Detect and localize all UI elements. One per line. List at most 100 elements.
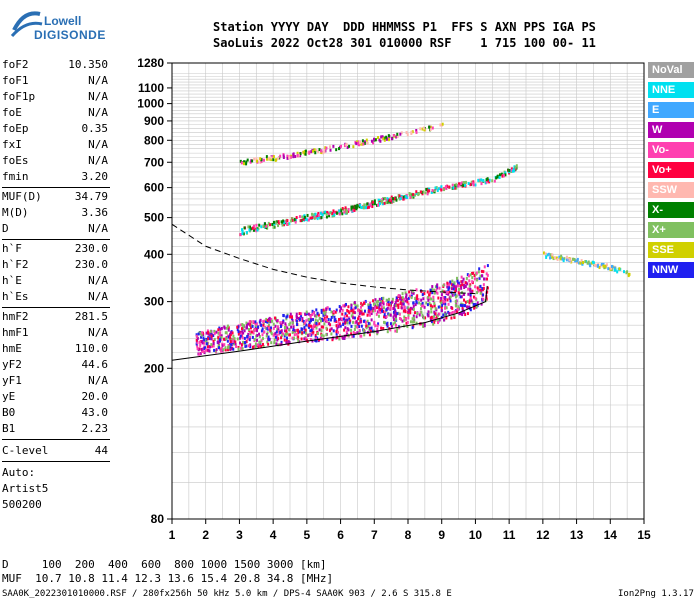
echo-point <box>336 335 339 339</box>
echo-point <box>225 326 228 330</box>
y-tick-label: 1000 <box>137 97 164 111</box>
x-tick-label: 9 <box>438 528 445 542</box>
echo-point <box>266 331 269 335</box>
param-row: hmF1 N/A <box>2 326 108 340</box>
echo-point <box>246 158 249 162</box>
echo-point <box>334 310 337 314</box>
echo-point <box>394 304 397 308</box>
echo-point <box>402 297 405 301</box>
echo-point <box>485 272 488 276</box>
echo-point <box>552 257 555 261</box>
echo-point <box>430 297 433 301</box>
echo-point <box>293 333 296 337</box>
echo-point <box>229 331 232 335</box>
echo-point <box>433 291 436 295</box>
echo-point <box>297 335 300 339</box>
echo-point <box>415 299 418 303</box>
x-tick-label: 8 <box>405 528 412 542</box>
echo-point <box>266 320 269 324</box>
echo-point <box>356 203 359 207</box>
echo-point <box>317 150 320 154</box>
echo-point <box>320 149 323 153</box>
echo-point <box>217 341 220 345</box>
header-labels: Station YYYY DAY DDD HHMMSS P1 FFS S AXN… <box>213 20 596 34</box>
param-row: h`E N/A <box>2 274 108 288</box>
param-value: N/A <box>88 154 108 167</box>
echo-point <box>444 302 447 306</box>
echo-point <box>207 348 210 352</box>
echo-point <box>473 277 476 281</box>
echo-point <box>201 331 204 335</box>
echo-point <box>315 339 318 343</box>
echo-point <box>285 339 288 343</box>
echo-point <box>358 140 361 144</box>
echo-point <box>429 291 432 295</box>
echo-point <box>260 159 263 163</box>
x-tick-label: 10 <box>469 528 483 542</box>
echo-point <box>353 301 356 305</box>
echo-point <box>256 334 259 338</box>
echo-point <box>353 316 356 320</box>
echo-point <box>316 217 319 221</box>
echo-point <box>376 203 379 207</box>
echo-point <box>210 343 213 347</box>
echo-point <box>485 178 488 182</box>
echo-point <box>428 125 431 129</box>
param-value: 20.0 <box>81 390 109 403</box>
echo-point <box>322 334 325 338</box>
echo-point <box>431 126 434 130</box>
param-label: C-level <box>2 444 49 457</box>
echo-point <box>477 289 480 293</box>
echo-point <box>346 309 349 313</box>
echo-point <box>464 313 467 317</box>
echo-point <box>328 214 331 218</box>
echo-point <box>273 222 276 226</box>
echo-point <box>321 213 324 217</box>
echo-point <box>222 337 225 341</box>
echo-point <box>343 144 346 148</box>
echo-point <box>454 309 457 313</box>
echo-point <box>202 336 205 340</box>
echo-point <box>320 216 323 220</box>
echo-point <box>351 334 354 338</box>
echo-point <box>456 284 459 288</box>
param-value: 3.36 <box>81 206 109 219</box>
legend-item: X- <box>648 202 694 218</box>
echo-point <box>267 156 270 160</box>
echo-point <box>398 316 401 320</box>
echo-point <box>370 202 373 206</box>
echo-point <box>578 261 581 265</box>
echo-point <box>412 314 415 318</box>
echo-point <box>326 210 329 214</box>
param-label: MUF(D) <box>2 190 42 203</box>
echo-point <box>423 322 426 326</box>
echo-point <box>226 324 229 328</box>
echo-point <box>376 324 379 328</box>
echo-point <box>396 299 399 303</box>
echo-point <box>472 295 475 299</box>
echo-point <box>245 326 248 330</box>
x-tick-label: 4 <box>270 528 277 542</box>
echo-point <box>402 302 405 306</box>
param-value: N/A <box>88 74 108 87</box>
echo-point <box>618 267 621 271</box>
echo-point <box>438 312 441 316</box>
echo-point <box>325 213 328 217</box>
echo-point <box>296 328 299 332</box>
echo-point <box>267 323 270 327</box>
echo-point <box>460 275 463 279</box>
echo-point <box>253 328 256 332</box>
echo-point <box>308 320 311 324</box>
echo-point <box>272 155 275 159</box>
echo-point <box>324 149 327 153</box>
echo-point <box>315 326 318 330</box>
echo-point <box>374 324 377 328</box>
echo-point <box>318 322 321 326</box>
echo-point <box>220 334 223 338</box>
echo-point <box>200 335 203 339</box>
echo-point <box>352 316 355 320</box>
echo-point <box>269 223 272 227</box>
echo-point <box>231 340 234 344</box>
echo-point <box>400 306 403 310</box>
echo-point <box>437 305 440 309</box>
